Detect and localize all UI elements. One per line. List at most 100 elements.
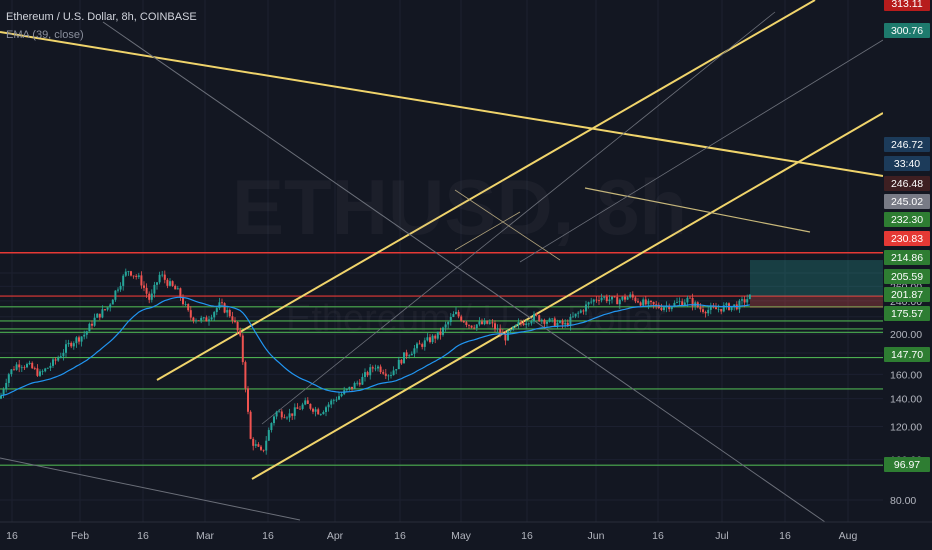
candle-body [556,322,559,327]
candle-body [304,400,307,405]
candle-body [470,325,473,328]
candle-body [156,282,158,285]
candle-body [169,281,171,286]
ema-legend[interactable]: EMA (39, close) [6,29,84,41]
candle-body [379,366,382,373]
candle-body [663,307,665,310]
candle-body [91,323,93,326]
candle-body [629,294,632,298]
candle-body [317,409,320,415]
price-label: 245.02 [891,196,923,208]
candle-body [439,331,442,335]
price-label-box [884,23,930,38]
long-position-tool[interactable] [750,260,883,308]
time-tick-label: Apr [327,530,344,542]
candle-body [67,342,70,345]
channel-midline-2 [519,39,884,263]
candle-body [153,284,156,294]
candle-body [127,271,130,273]
candle-body [28,362,31,364]
channel-cross-line [454,189,561,261]
candle-body [577,312,580,314]
channel-cross-line-2 [454,211,521,251]
price-label-box [884,231,930,246]
ascending-channel-upper[interactable] [156,0,816,381]
candle-body [93,317,96,326]
time-tick-label: Feb [71,530,89,542]
candle-body [234,320,236,322]
candle-body [748,294,751,300]
candle-body [184,304,187,305]
candle-body [418,343,421,345]
candle-body [174,285,177,290]
candle-body [145,287,148,294]
candle-body [527,323,530,325]
long-descending-line [102,21,826,523]
candle-body [717,308,720,310]
candle-body [496,328,499,330]
candle-body [371,367,374,369]
candle-body [509,329,512,331]
candle-body [447,321,450,325]
candle-body [83,334,86,337]
candle-body [715,307,717,310]
candle-body [200,317,203,321]
candle-body [631,294,634,298]
flag-trendline[interactable] [584,187,811,233]
candle-body [566,322,569,326]
price-label: 175.57 [891,308,923,320]
price-label: 33:40 [894,158,920,170]
candle-body [650,300,652,302]
candle-body [699,307,702,310]
candle-body [98,313,101,318]
candle-body [202,317,205,319]
candle-body [639,302,642,306]
candle-body [652,301,655,305]
candle-body [579,310,582,313]
candle-body [171,281,174,286]
candle-body [390,375,392,376]
candle-body [62,352,65,357]
candle-body [460,316,463,321]
time-axis[interactable]: 16 Feb 16 Mar 16 Apr 16 May 16 Jun 16 Jul 16 Aug [6,530,857,542]
candle-body [208,319,210,322]
descending-resistance-trendline[interactable] [0,31,884,177]
candle-body [353,383,356,389]
candle-body [109,304,112,308]
candle-body [585,304,587,312]
candle-body [613,296,616,298]
candle-body [546,321,548,324]
ema-line [0,296,750,397]
ascending-channel-lower[interactable] [251,112,884,480]
price-tick-label: 200.00 [890,329,922,341]
candle-body [122,275,125,286]
candle-body [442,327,444,335]
candle-body [387,375,390,377]
candle-body [704,311,707,314]
time-tick-label: May [451,530,472,542]
candle-body [605,296,608,302]
chart-title[interactable]: Ethereum / U.S. Dollar, 8h, COINBASE [6,11,197,23]
price-label-box [884,457,930,472]
time-tick-label: Aug [839,530,858,542]
price-label: 96.97 [894,459,920,471]
candle-body [166,279,169,286]
candle-body [358,382,361,385]
price-labels: 313.11 300.76 246.72 33:40 246.48 245.02 232.3… [884,0,930,472]
price-label-box [884,194,930,209]
candle-body [249,411,252,439]
candle-body [163,274,166,280]
candle-body [205,317,208,322]
price-label: 232.30 [891,214,923,226]
trendlines[interactable] [0,0,884,523]
candle-body [738,300,741,310]
candle-body [382,372,385,374]
candle-body [689,297,691,299]
channel-midline [261,11,776,425]
price-label-box [884,306,930,321]
candle-body [231,316,234,321]
candle-body [247,388,249,412]
candle-body [366,372,369,376]
candle-body [314,409,317,412]
